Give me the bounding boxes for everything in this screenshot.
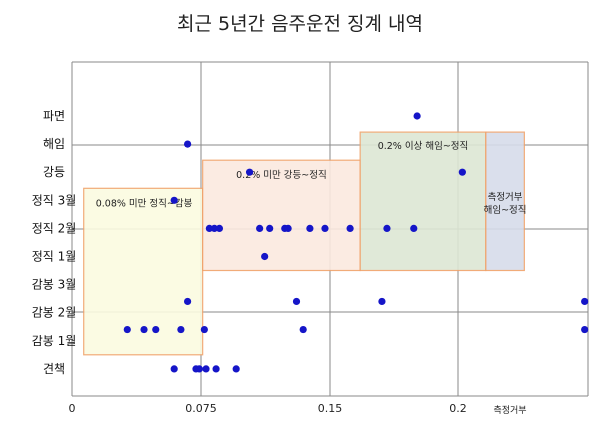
data-point <box>306 224 314 232</box>
data-point <box>378 297 386 306</box>
band-2 <box>359 131 487 272</box>
data-point <box>410 224 418 232</box>
y-tick-label: 정직 1월 <box>32 250 77 264</box>
data-point <box>205 224 213 232</box>
x-tick-label: 0.15 <box>318 402 343 415</box>
data-point <box>292 297 301 306</box>
data-point <box>183 297 192 306</box>
y-tick-label: 정직 2월 <box>32 221 77 235</box>
data-point <box>581 297 589 306</box>
chart-grid <box>71 61 589 397</box>
data-point <box>123 325 131 334</box>
chart-points <box>123 112 589 373</box>
data-point <box>170 365 178 373</box>
data-point <box>215 224 224 232</box>
data-point <box>177 325 185 334</box>
band-label-1: 0.2% 미만 강등~정직 <box>236 170 327 181</box>
data-point <box>346 224 354 232</box>
band-1 <box>202 159 361 272</box>
data-point <box>183 140 192 148</box>
y-tick-label: 감봉 2월 <box>32 306 77 320</box>
data-point <box>321 224 329 232</box>
x-tick-label: 0.075 <box>185 402 217 415</box>
band-3 <box>485 131 525 272</box>
y-tick-label: 감봉 1월 <box>32 334 77 348</box>
x-axis-extra-label: 측정거부 <box>493 405 526 416</box>
data-point <box>256 224 264 232</box>
data-point <box>200 325 208 334</box>
data-point <box>152 325 160 334</box>
data-point <box>232 365 240 373</box>
data-point <box>245 168 254 176</box>
x-tick-label: 0.2 <box>449 402 467 415</box>
chart-title: 최근 5년간 음주운전 징계 내역 <box>177 13 423 35</box>
data-point <box>195 365 203 373</box>
x-axis-ticks: 0 0.075 0.15 0.2 <box>69 402 467 415</box>
data-point <box>458 168 466 176</box>
band-label-2: 0.2% 이상 해임~정직 <box>378 140 469 152</box>
y-tick-label: 파면 <box>43 109 65 123</box>
data-point <box>284 224 292 232</box>
data-point <box>383 224 391 232</box>
data-point <box>210 224 219 232</box>
data-point <box>266 224 274 232</box>
data-point <box>261 252 269 261</box>
band-label-3-0: 측정거부 <box>488 192 523 203</box>
data-point <box>170 196 178 204</box>
data-point <box>212 365 220 373</box>
y-tick-label: 감봉 3월 <box>32 278 77 292</box>
x-tick-label: 0 <box>69 402 76 415</box>
y-tick-label: 정직 3월 <box>32 193 77 207</box>
data-point <box>581 325 589 334</box>
data-point <box>202 365 210 373</box>
data-point <box>413 112 421 120</box>
y-tick-label: 강등 <box>43 165 65 179</box>
data-point <box>140 325 148 334</box>
y-tick-label: 해임 <box>43 137 65 151</box>
chart-bands: 0.08% 미만 정직~감봉 0.2% 미만 강등~정직 0.2% 이상 해임~정직… <box>83 131 527 356</box>
data-point <box>299 325 307 334</box>
y-tick-label: 견책 <box>43 361 65 376</box>
band-label-0: 0.08% 미만 정직~감봉 <box>96 197 193 209</box>
band-label-3-1: 해임~정직 <box>484 204 527 216</box>
